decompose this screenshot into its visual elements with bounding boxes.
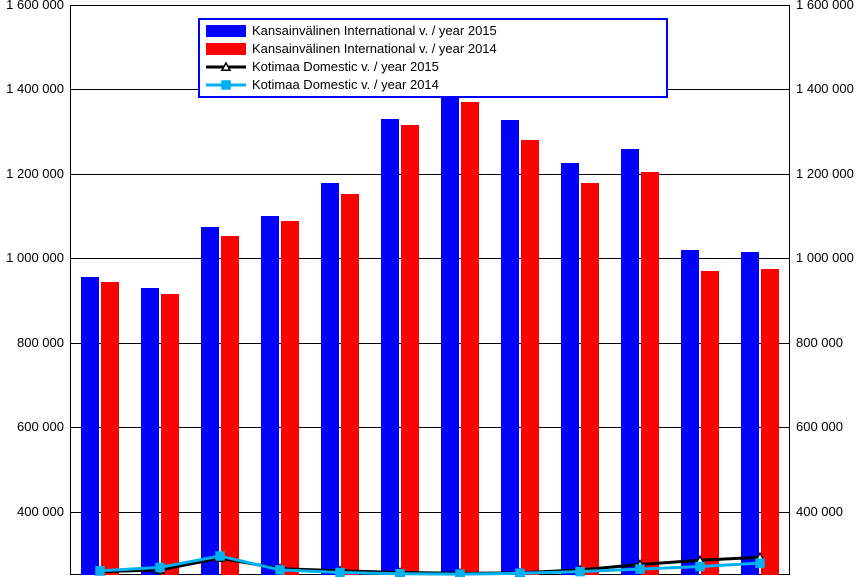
bar: [761, 269, 779, 575]
bar: [281, 221, 299, 575]
y-tick-label-left: 800 000: [17, 335, 64, 350]
y-tick-label-right: 1 000 000: [796, 250, 854, 265]
legend: Kansainvälinen International v. / year 2…: [198, 18, 668, 98]
bar: [501, 120, 519, 575]
y-tick-label-right: 800 000: [796, 335, 843, 350]
bar: [581, 183, 599, 575]
y-tick-label-right: 400 000: [796, 504, 843, 519]
bar: [261, 216, 279, 575]
bar: [401, 125, 419, 575]
y-tick-label-left: 1 000 000: [6, 250, 64, 265]
bar: [161, 294, 179, 575]
y-tick-label-left: 1 200 000: [6, 166, 64, 181]
y-tick-label-right: 600 000: [796, 419, 843, 434]
bar: [441, 87, 459, 575]
gridline: [70, 174, 790, 175]
legend-item: Kotimaa Domestic v. / year 2015: [206, 58, 660, 76]
bar: [101, 282, 119, 575]
y-tick-label-right: 1 600 000: [796, 0, 854, 12]
gridline: [70, 5, 790, 6]
bar: [321, 183, 339, 575]
bar: [681, 250, 699, 575]
bar: [341, 194, 359, 575]
bar: [561, 163, 579, 575]
bar: [701, 271, 719, 575]
legend-item: Kotimaa Domestic v. / year 2014: [206, 76, 660, 94]
bar: [141, 288, 159, 575]
legend-label: Kansainvälinen International v. / year 2…: [252, 22, 497, 40]
bar: [641, 172, 659, 575]
y-tick-label-left: 1 400 000: [6, 81, 64, 96]
bar: [521, 140, 539, 575]
chart-container: 400 000 600 000 800 000 1 000 000 1 200 000 1…: [0, 0, 867, 577]
legend-item: Kansainvälinen International v. / year 2…: [206, 40, 660, 58]
legend-swatch: [206, 78, 246, 92]
bar: [81, 277, 99, 575]
legend-swatch: [206, 43, 246, 55]
bar: [221, 236, 239, 575]
bar: [381, 119, 399, 575]
bar: [461, 102, 479, 575]
y-tick-label-left: 600 000: [17, 419, 64, 434]
y-tick-label-left: 1 600 000: [6, 0, 64, 12]
legend-item: Kansainvälinen International v. / year 2…: [206, 22, 660, 40]
legend-swatch: [206, 60, 246, 74]
y-tick-label-left: 400 000: [17, 504, 64, 519]
bar: [201, 227, 219, 575]
legend-label: Kotimaa Domestic v. / year 2015: [252, 58, 439, 76]
y-tick-label-right: 1 200 000: [796, 166, 854, 181]
legend-swatch: [206, 25, 246, 37]
y-tick-label-right: 1 400 000: [796, 81, 854, 96]
legend-label: Kansainvälinen International v. / year 2…: [252, 40, 497, 58]
bar: [621, 149, 639, 575]
legend-label: Kotimaa Domestic v. / year 2014: [252, 76, 439, 94]
bar: [741, 252, 759, 575]
